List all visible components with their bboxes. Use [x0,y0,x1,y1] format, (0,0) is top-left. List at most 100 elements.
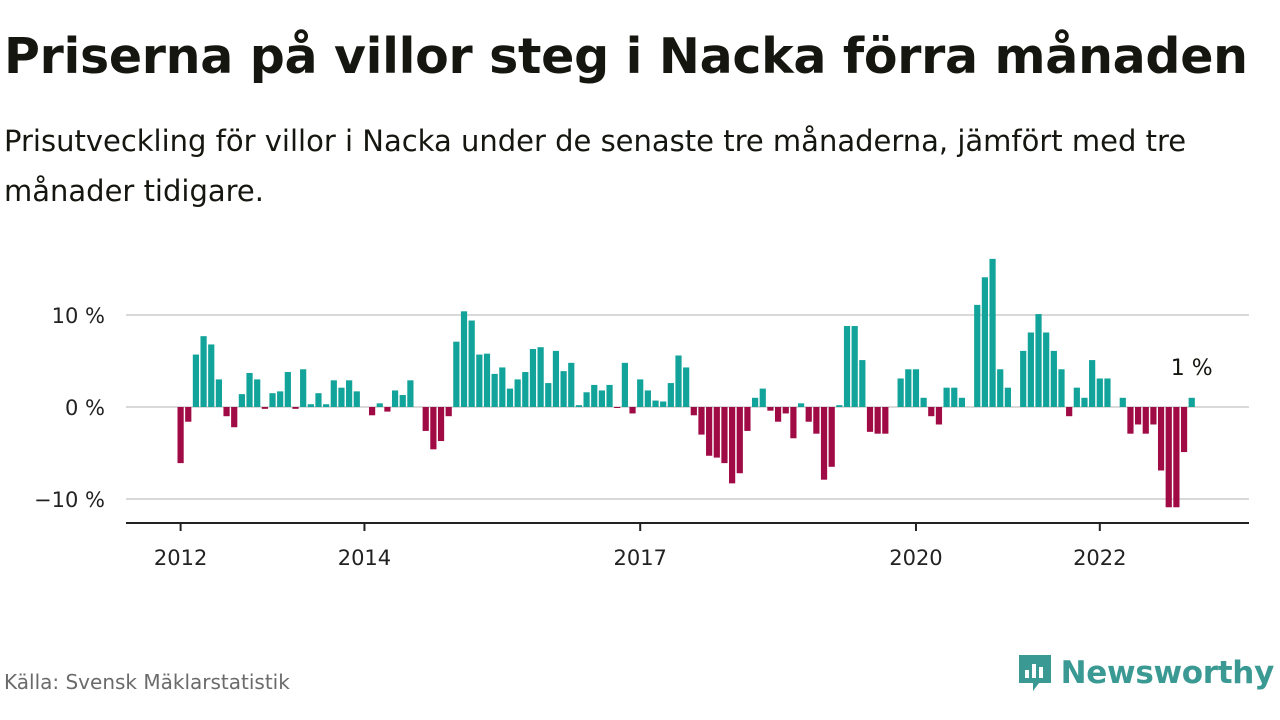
bar [1119,397,1126,407]
bar [928,407,935,417]
bar [231,407,238,428]
bar [706,407,713,456]
bar [284,372,291,407]
bar [797,403,805,407]
bar [1058,369,1065,407]
bar [460,311,468,407]
bar [1104,378,1111,407]
bar [920,397,927,407]
brand-logo[interactable]: Newsworthy [1017,653,1274,693]
bar [445,407,452,417]
bar [300,369,307,407]
bar [583,392,590,407]
bar [774,407,782,422]
source-note: Källa: Svensk Mäklarstatistik [4,670,290,694]
bar [698,407,705,435]
bar [1027,332,1034,407]
bar [828,407,835,467]
bar [430,407,437,450]
bar [376,403,383,407]
bar [989,258,996,407]
bar [185,407,192,422]
bar [238,394,245,407]
bar [813,407,820,434]
bar [323,404,330,407]
bar [1066,407,1073,417]
bar [1096,378,1103,407]
bar [522,372,529,407]
bar [499,367,506,407]
bar [1073,387,1080,407]
bar [254,379,261,407]
x-tick-label: 2014 [338,546,391,570]
bar [644,390,651,407]
bar [598,390,605,407]
x-tick-label: 2017 [613,546,666,570]
bar [652,400,659,407]
bar [468,320,475,407]
bar [614,407,621,408]
bar [637,379,644,407]
bar [215,379,222,407]
bar [422,407,429,431]
bar [874,407,881,434]
bar [407,380,414,407]
bar [1165,407,1172,508]
bar [935,407,943,425]
bar [1127,407,1134,434]
bar [537,347,544,407]
bar [269,393,276,407]
bar [974,304,981,407]
bar [866,407,874,432]
bar [1035,314,1042,407]
bar [1020,350,1027,407]
bar [958,397,966,407]
bar [208,344,215,407]
bar [1050,350,1057,407]
bar [192,354,200,407]
bar [820,407,828,480]
bar [560,371,567,407]
bar [859,360,866,407]
bar [1188,397,1195,407]
chart-title: Priserna på villor steg i Nacka förra må… [4,28,1248,85]
x-tick-label: 2022 [1073,546,1126,570]
bar [307,404,314,407]
bar [177,407,184,464]
bar [491,373,498,407]
bar [437,407,445,442]
bar [912,369,920,407]
bar [943,387,950,407]
bar [905,369,912,407]
bar [1081,397,1088,407]
bar [200,336,207,407]
bar [391,390,399,407]
bar [1043,332,1050,407]
brand-name: Newsworthy [1060,655,1275,691]
bar [683,367,690,407]
bar [552,350,560,407]
y-tick-label: 0 % [65,396,105,420]
bar [514,379,521,407]
bar [997,369,1004,407]
bar [951,387,958,407]
bar [744,407,751,431]
bar [882,407,889,434]
bar [399,395,406,407]
bar [790,407,797,439]
bar [851,326,858,407]
bar [721,407,728,464]
bar [338,387,345,407]
x-tick-label: 2020 [889,546,942,570]
y-tick-label: 10 % [52,304,105,328]
bar [453,341,460,407]
bar [575,405,583,407]
bar [690,407,697,416]
bar [353,391,360,407]
bar [483,353,491,407]
bar [330,380,337,407]
bar [292,407,299,409]
bar [843,326,851,407]
bar [506,388,514,407]
bar [660,401,667,407]
